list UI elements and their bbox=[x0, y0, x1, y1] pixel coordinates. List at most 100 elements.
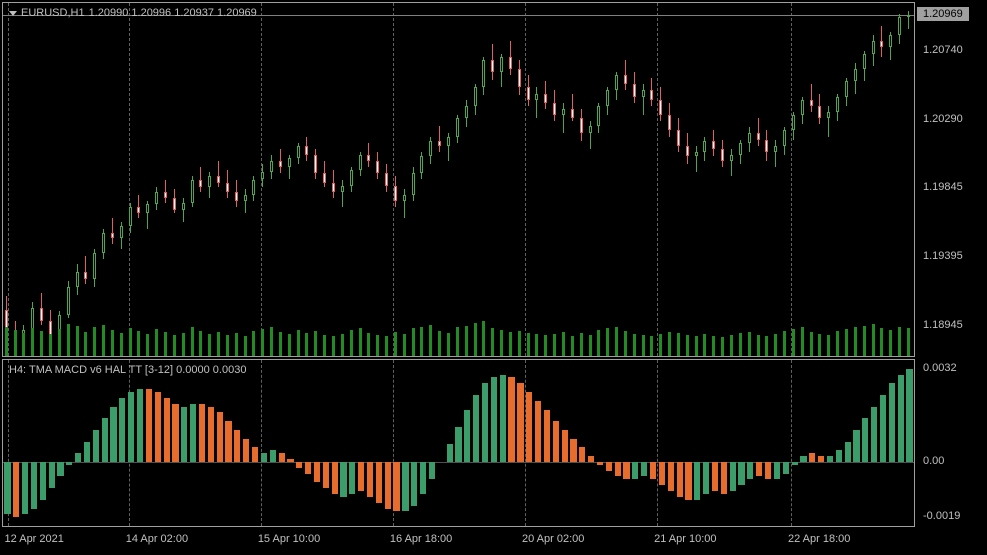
candle-wick bbox=[811, 84, 812, 112]
volume-bar bbox=[624, 331, 627, 356]
indicator-bar bbox=[774, 462, 780, 479]
chart-title-bar[interactable]: EURUSD,H1 1.20990 1.20996 1.20937 1.2096… bbox=[9, 7, 257, 19]
indicator-bar bbox=[13, 462, 19, 517]
indicator-bar bbox=[181, 407, 187, 462]
x-axis-label: 12 Apr 2021 bbox=[5, 533, 64, 545]
indicator-bar bbox=[75, 453, 81, 462]
volume-bar bbox=[898, 327, 901, 356]
indicator-bar bbox=[376, 462, 382, 503]
indicator-chart[interactable]: H4: TMA MACD v6 HAL TT [3-12] 0.0000 0.0… bbox=[2, 359, 915, 527]
indicator-bar bbox=[420, 462, 426, 494]
volume-bar bbox=[376, 335, 379, 356]
candle-body bbox=[695, 152, 698, 157]
volume-bar bbox=[712, 336, 715, 356]
indicator-bar bbox=[853, 430, 859, 462]
volume-bar bbox=[438, 331, 441, 356]
candle-body bbox=[376, 161, 379, 173]
volume-bar bbox=[146, 334, 149, 356]
candle-body bbox=[164, 192, 167, 198]
candle-body bbox=[199, 180, 202, 188]
indicator-bar bbox=[677, 462, 683, 497]
candle-body bbox=[305, 146, 308, 155]
indicator-bar bbox=[385, 462, 391, 509]
volume-bar bbox=[757, 335, 760, 356]
volume-bar bbox=[810, 332, 813, 356]
volume-bar bbox=[412, 328, 415, 356]
indicator-bar bbox=[570, 439, 576, 462]
candle-body bbox=[129, 207, 132, 225]
indicator-bar bbox=[623, 462, 629, 479]
candle-wick bbox=[536, 87, 537, 118]
candle-body bbox=[297, 146, 300, 158]
indicator-bar bbox=[57, 462, 63, 477]
candle-body bbox=[872, 41, 875, 53]
chevron-down-icon[interactable] bbox=[9, 11, 17, 16]
candle-body bbox=[854, 69, 857, 81]
candle-body bbox=[235, 192, 238, 201]
candle-wick bbox=[731, 149, 732, 177]
volume-bar bbox=[297, 330, 300, 356]
volume-bar bbox=[447, 333, 450, 356]
candle-body bbox=[677, 130, 680, 145]
candle-body bbox=[491, 60, 494, 72]
candle-body bbox=[447, 137, 450, 146]
grid-line bbox=[791, 360, 792, 526]
volume-bar bbox=[783, 331, 786, 356]
candle-body bbox=[438, 141, 441, 146]
indicator-bar bbox=[712, 462, 718, 491]
indicator-bar bbox=[429, 462, 435, 479]
candle-wick bbox=[112, 218, 113, 244]
candle-body bbox=[624, 75, 627, 84]
candle-body bbox=[571, 109, 574, 118]
volume-bar bbox=[872, 324, 875, 356]
volume-bar bbox=[359, 328, 362, 356]
indicator-bar bbox=[579, 447, 585, 462]
candle-wick bbox=[342, 180, 343, 208]
indicator-bar bbox=[544, 410, 550, 462]
volume-bar bbox=[270, 327, 273, 356]
indicator-bar bbox=[225, 421, 231, 462]
indicator-bar bbox=[597, 462, 603, 465]
indicator-bar bbox=[836, 450, 842, 462]
indicator-bar bbox=[172, 404, 178, 462]
x-axis-label: 15 Apr 10:00 bbox=[258, 533, 320, 545]
indicator-bar bbox=[588, 456, 594, 462]
indicator-bar bbox=[880, 395, 886, 462]
indicator-bar bbox=[659, 462, 665, 485]
candle-body bbox=[482, 60, 485, 88]
volume-bar bbox=[305, 333, 308, 356]
volume-bar bbox=[76, 326, 79, 356]
x-axis: 12 Apr 202114 Apr 02:0015 Apr 10:0016 Ap… bbox=[2, 529, 915, 553]
indicator-bar bbox=[906, 369, 912, 462]
volume-bar bbox=[606, 328, 609, 356]
volume-bar bbox=[589, 335, 592, 356]
candle-body bbox=[146, 204, 149, 213]
volume-bar bbox=[332, 336, 335, 356]
y-axis-label: 1.18945 bbox=[923, 319, 963, 331]
indicator-bar bbox=[243, 439, 249, 462]
candle-body bbox=[173, 198, 176, 210]
indicator-bar bbox=[562, 430, 568, 462]
candle-body bbox=[633, 84, 636, 96]
indicator-bar bbox=[862, 418, 868, 462]
indicator-bar bbox=[615, 462, 621, 477]
indicator-bar bbox=[827, 456, 833, 462]
indicator-bar bbox=[800, 456, 806, 462]
indicator-bar bbox=[464, 410, 470, 462]
candle-body bbox=[261, 172, 264, 180]
price-chart[interactable]: EURUSD,H1 1.20990 1.20996 1.20937 1.2096… bbox=[2, 2, 915, 357]
indicator-bar bbox=[845, 442, 851, 462]
volume-bar bbox=[102, 325, 105, 356]
volume-bar bbox=[14, 330, 17, 356]
candle-body bbox=[836, 97, 839, 112]
candle-body bbox=[845, 81, 848, 96]
candle-body bbox=[474, 87, 477, 105]
volume-bar bbox=[703, 334, 706, 356]
indicator-bar bbox=[783, 462, 789, 474]
price-y-axis: 1.207401.202901.198451.193951.189451.209… bbox=[917, 2, 985, 357]
indicator-bar bbox=[641, 462, 647, 477]
volume-bar bbox=[279, 332, 282, 356]
candle-wick bbox=[218, 161, 219, 187]
volume-bar bbox=[695, 336, 698, 356]
volume-bar bbox=[642, 335, 645, 356]
